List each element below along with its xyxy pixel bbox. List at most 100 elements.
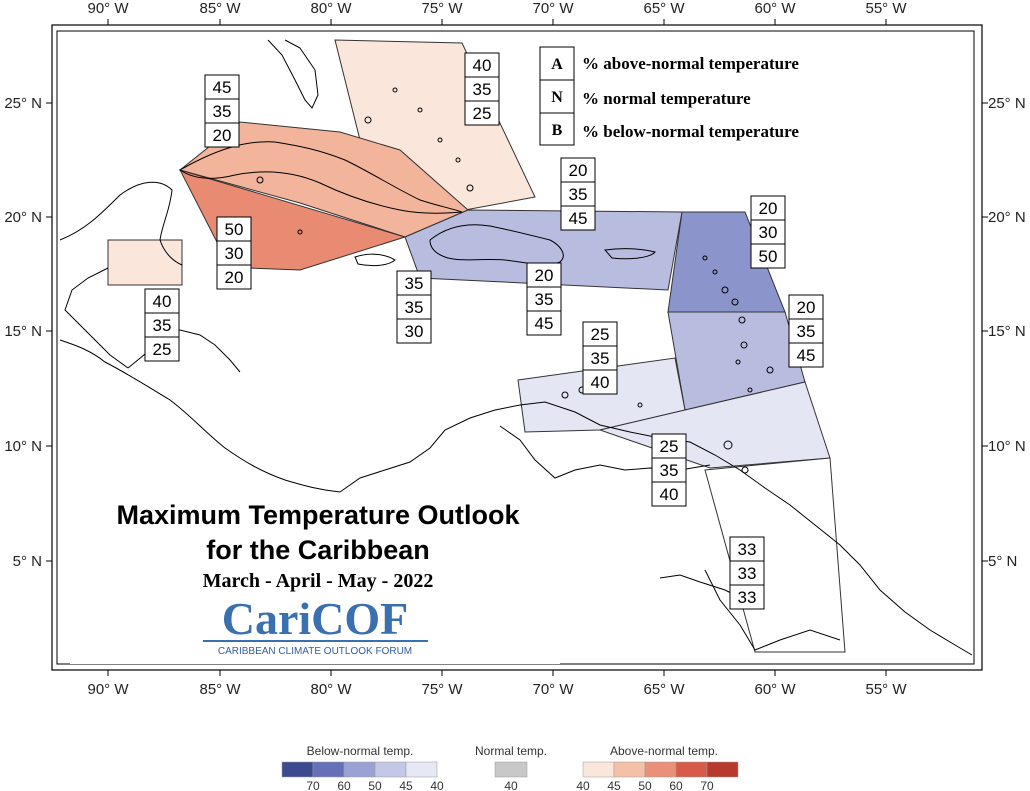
prob-below: 25	[473, 104, 492, 123]
colorbar-tick: 45	[399, 779, 413, 791]
probability-boxes: 40 35 25 45 35 20 50 30 20 40 35 25 35 3…	[144, 52, 824, 610]
lon-label: 70° W	[532, 681, 574, 698]
latitude-labels-left: 25° N 20° N 15° N 10° N 5° N	[4, 95, 42, 570]
colorbar-normal-swatch	[494, 761, 528, 778]
colorbar-below-swatch	[405, 761, 438, 778]
lon-label: 85° W	[199, 681, 241, 698]
lat-label: 15° N	[988, 323, 1026, 340]
colorbar-above-label: Above-normal temp.	[610, 744, 718, 758]
legend-desc-above: % above-normal temperature	[582, 54, 799, 73]
colorbar-normal-label: Normal temp.	[475, 744, 547, 758]
lat-label: 20° N	[4, 209, 42, 226]
prob-normal: 33	[738, 564, 757, 583]
lat-label: 25° N	[4, 95, 42, 112]
lat-label: 10° N	[4, 438, 42, 455]
prob-box-belize: 40 35 25	[144, 288, 180, 362]
lon-label: 75° W	[421, 0, 463, 17]
prob-above: 50	[225, 220, 244, 239]
lat-label: 5° N	[13, 553, 42, 570]
prob-above: 40	[153, 292, 172, 311]
legend-key-frame	[539, 46, 575, 146]
lon-label: 90° W	[87, 0, 129, 17]
prob-below: 25	[153, 340, 172, 359]
colorbar-above-swatch	[613, 761, 646, 778]
prob-below: 30	[405, 322, 424, 341]
prob-box-guianas: 33 33 33	[729, 536, 765, 610]
longitude-ticks	[107, 19, 887, 676]
colorbar-below-swatch	[343, 761, 376, 778]
prob-normal: 35	[569, 185, 588, 204]
map-title: Maximum Temperature Outlook	[116, 500, 520, 530]
prob-below: 40	[660, 485, 679, 504]
legend-key-above: A	[551, 56, 563, 73]
lon-label: 70° W	[532, 0, 574, 17]
colorbar-tick: 40	[504, 779, 518, 791]
lon-label: 55° W	[865, 681, 907, 698]
prob-normal: 35	[153, 316, 172, 335]
prob-above: 33	[738, 540, 757, 559]
prob-normal: 35	[213, 102, 232, 121]
latitude-labels-right: 25° N 20° N 15° N 10° N 5° N	[988, 95, 1026, 570]
lat-label: 20° N	[988, 209, 1026, 226]
prob-normal: 30	[225, 244, 244, 263]
prob-box-windward-islands: 20 35 45	[788, 294, 824, 368]
islands	[256, 87, 774, 474]
colorbar-tick: 50	[638, 779, 652, 791]
prob-normal: 35	[660, 461, 679, 480]
lat-label: 25° N	[988, 95, 1026, 112]
lat-label: 10° N	[988, 438, 1026, 455]
prob-box-western-caribbean: 50 30 20	[216, 216, 252, 290]
prob-below: 20	[225, 268, 244, 287]
map-title-line2: for the Caribbean	[206, 535, 430, 565]
prob-above: 35	[405, 274, 424, 293]
prob-box-jamaica: 35 35 30	[396, 270, 432, 344]
forecast-regions	[107, 39, 846, 653]
region-cuba	[178, 121, 469, 238]
colorbar-below-swatch	[281, 761, 314, 778]
colorbar-above-swatch	[706, 761, 739, 778]
colorbar-above-swatch	[675, 761, 708, 778]
caricof-logo-subtext: CARIBBEAN CLIMATE OUTLOOK FORUM	[218, 646, 412, 657]
lon-label: 80° W	[310, 681, 352, 698]
lat-label: 5° N	[988, 553, 1017, 570]
colorbar-below-label: Below-normal temp.	[307, 744, 414, 758]
colorbar-tick: 40	[430, 779, 444, 791]
prob-above: 20	[797, 298, 816, 317]
colorbar-tick: 70	[700, 779, 714, 791]
longitude-labels-bottom: 90° W 85° W 80° W 75° W 70° W 65° W 60° …	[87, 681, 907, 698]
prob-box-northern-lesser-antilles: 20 30 50	[750, 195, 786, 269]
prob-below: 45	[797, 346, 816, 365]
lon-label: 65° W	[643, 0, 685, 17]
colorbar-tick: 50	[368, 779, 382, 791]
prob-below: 45	[535, 314, 554, 333]
prob-above: 20	[535, 266, 554, 285]
prob-box-hispaniola-north: 20 35 45	[560, 157, 596, 231]
colorbar-tick: 40	[576, 779, 590, 791]
legend-key-below: B	[552, 122, 563, 139]
lon-label: 80° W	[310, 0, 352, 17]
colorbar-tick: 70	[306, 779, 320, 791]
lon-label: 55° W	[865, 0, 907, 17]
prob-below: 20	[213, 126, 232, 145]
colorbar-above-swatch	[582, 761, 615, 778]
colorbar-tick: 60	[669, 779, 683, 791]
map-subtitle: March - April - May - 2022	[203, 570, 434, 592]
colorbar-legend: Below-normal temp. Normal temp. Above-no…	[281, 744, 739, 791]
region-belize	[107, 239, 183, 286]
prob-below: 40	[591, 373, 610, 392]
prob-above: 25	[660, 437, 679, 456]
prob-box-trinidad: 25 35 40	[651, 433, 687, 507]
prob-above: 25	[591, 325, 610, 344]
prob-normal: 35	[591, 349, 610, 368]
longitude-labels-top: 90° W 85° W 80° W 75° W 70° W 65° W 60° …	[87, 0, 907, 17]
title-block: Maximum Temperature Outlook for the Cari…	[70, 494, 560, 664]
prob-below: 33	[738, 588, 757, 607]
prob-normal: 35	[405, 298, 424, 317]
lon-label: 60° W	[754, 0, 796, 17]
colorbar-tick: 60	[337, 779, 351, 791]
probability-legend: A N B % above-normal temperature % norma…	[539, 46, 799, 146]
prob-below: 50	[759, 247, 778, 266]
prob-normal: 35	[473, 80, 492, 99]
prob-above: 45	[213, 78, 232, 97]
